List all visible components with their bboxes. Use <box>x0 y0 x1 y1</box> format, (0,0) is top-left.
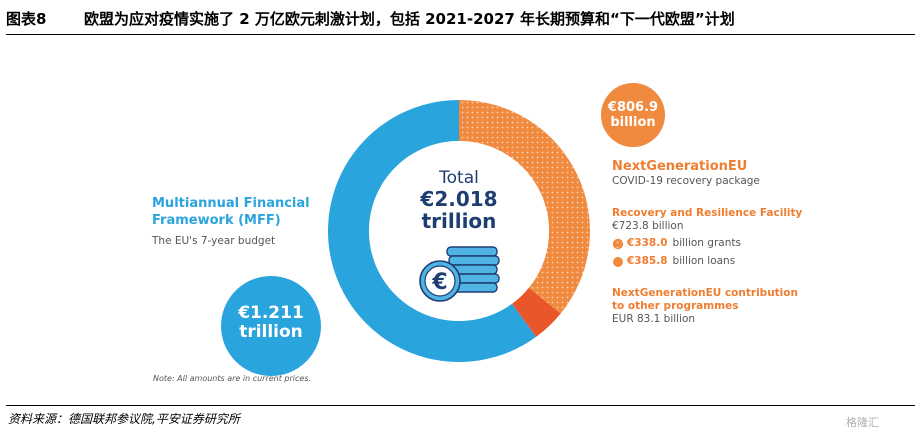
center-label: Total €2.018 trillion <box>409 168 509 232</box>
center-total-unit: trillion <box>421 209 497 233</box>
figure-header: 图表8 欧盟为应对疫情实施了 2 万亿欧元刺激计划，包括 2021-2027 年… <box>0 0 921 40</box>
ngeu-bubble-label: €806.9 billion <box>601 100 665 130</box>
svg-text:€: € <box>431 270 447 295</box>
figure-title: 欧盟为应对疫情实施了 2 万亿欧元刺激计划，包括 2021-2027 年长期预算… <box>84 10 735 28</box>
note: Note: All amounts are in current prices. <box>153 374 312 383</box>
ngeu-bubble <box>601 83 665 147</box>
coin-stack-icon: € <box>419 246 500 302</box>
mff-bubble-unit: trillion <box>239 322 303 342</box>
loans-amount: €385.8 <box>627 255 668 267</box>
contrib-title-line2: to other programmes <box>612 300 739 312</box>
mff-bubble-value: €1.211 <box>238 303 304 323</box>
donut-slice-rrf <box>459 100 591 314</box>
header-rule <box>6 34 915 35</box>
ngeu-bubble-unit: billion <box>610 115 656 130</box>
mff-subtitle: The EU's 7-year budget <box>152 235 276 247</box>
donut-slice-mff <box>327 100 537 362</box>
donut-slice-other <box>511 287 561 337</box>
loans-text: billion loans <box>672 255 736 267</box>
figure-label: 图表8 <box>6 10 47 28</box>
mff-bubble-label: €1.211 trillion <box>221 304 321 342</box>
ngeu-subtitle: COVID-19 recovery package <box>612 175 760 187</box>
ngeu-label: NextGenerationEU COVID-19 recovery packa… <box>612 158 760 188</box>
rrf-label: Recovery and Resilience Facility €723.8 … <box>612 207 802 233</box>
center-total-label: Total <box>439 168 479 188</box>
donut-center-hole <box>369 141 549 321</box>
contrib-label: NextGenerationEU contribution to other p… <box>612 287 798 326</box>
contrib-amount: EUR 83.1 billion <box>612 313 696 325</box>
loans-row: €385.8 billion loans <box>627 255 735 267</box>
grants-amount: €338.0 <box>627 237 668 249</box>
grants-text: billion grants <box>672 237 741 249</box>
mff-title-line1: Multiannual Financial <box>152 196 310 211</box>
grants-dot <box>612 238 624 250</box>
mff-label: Multiannual Financial Framework (MFF) Th… <box>152 195 310 248</box>
watermark: 格隆汇 <box>846 416 879 429</box>
source-note: 资料来源：德国联邦参议院,平安证券研究所 <box>8 412 240 426</box>
rrf-title: Recovery and Resilience Facility <box>612 207 803 219</box>
grants-row: €338.0 billion grants <box>627 237 741 249</box>
contrib-title-line1: NextGenerationEU contribution <box>612 287 798 299</box>
rrf-amount: €723.8 billion <box>612 220 684 232</box>
ngeu-bubble-value: €806.9 <box>607 100 659 115</box>
center-total-value: €2.018 <box>420 187 498 211</box>
mff-title-line2: Framework (MFF) <box>152 213 281 228</box>
loans-dot <box>613 257 623 267</box>
mff-bubble <box>221 276 321 376</box>
ngeu-title: NextGenerationEU <box>612 159 748 174</box>
footer-rule <box>6 405 915 406</box>
